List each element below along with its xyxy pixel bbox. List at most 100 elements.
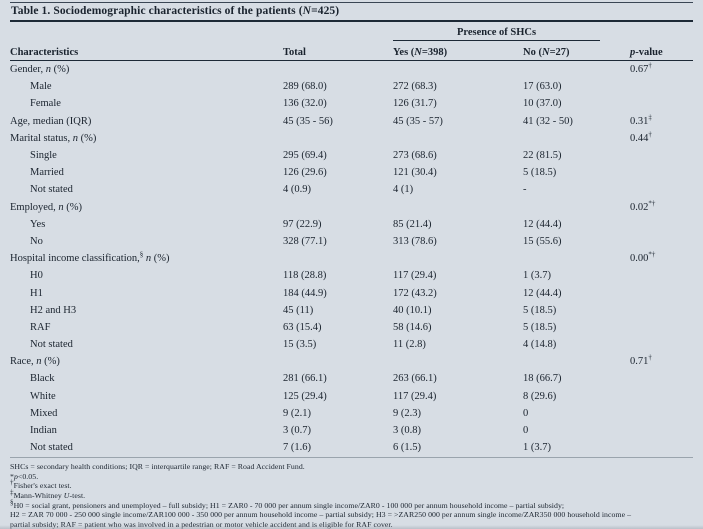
cell-yes: 126 (31.7) [393, 98, 437, 110]
cell-label: Hospital income classification,§ n (%) [10, 250, 170, 265]
cell-no: 5 (18.5) [523, 304, 557, 316]
table-header: Presence of SHCs Characteristics Total Y… [10, 22, 693, 61]
cell-pvalue [630, 78, 693, 95]
cell-total: 118 (28.8) [283, 270, 327, 282]
cell-pvalue [630, 216, 693, 233]
cell-pvalue: 0.44† [630, 130, 652, 144]
top-rule [10, 2, 693, 3]
cell-pvalue [630, 422, 693, 439]
cell-yes: 45 (35 - 57) [393, 115, 443, 127]
cell-pvalue [630, 284, 693, 301]
cell-total: 184 (44.9) [283, 287, 327, 299]
table-row: Single 295 (69.4) 273 (68.6) 22 (81.5) [10, 147, 693, 164]
cell-no: 0 [523, 407, 529, 419]
column-header-total: Total [283, 41, 393, 61]
cell-pvalue [630, 405, 693, 422]
cell-yes [393, 199, 523, 216]
cell-yes: 11 (2.8) [393, 339, 426, 351]
table-row: Not stated 7 (1.6) 6 (1.5) 1 (3.7) [10, 439, 693, 456]
table-row: H2 and H3 45 (11) 40 (10.1) 5 (18.5) [10, 302, 693, 319]
cell-total: 125 (29.4) [283, 390, 327, 402]
cell-pvalue [630, 181, 693, 198]
column-header-yes: Yes (N=398) [393, 41, 523, 61]
footnote-rule [10, 457, 693, 459]
cell-total: 328 (77.1) [283, 235, 327, 247]
cell-no: 5 (18.5) [523, 321, 557, 333]
cell-yes: 117 (29.4) [393, 390, 437, 402]
cell-pvalue [630, 164, 693, 181]
table-row: No 328 (77.1) 313 (78.6) 15 (55.6) [10, 233, 693, 250]
cell-no: 5 (18.5) [523, 167, 557, 179]
cell-no [523, 199, 630, 216]
cell-pvalue [630, 388, 693, 405]
cell-label: Female [30, 98, 61, 110]
cell-label: Male [30, 81, 52, 93]
group-header-spacer-right [630, 22, 693, 41]
cell-total: 45 (35 - 56) [283, 115, 333, 127]
cell-label: Married [30, 167, 64, 179]
cell-no: 41 (32 - 50) [523, 115, 573, 127]
cell-label: Yes [30, 218, 46, 230]
table-row: Female 136 (32.0) 126 (31.7) 10 (37.0) [10, 95, 693, 112]
cell-no: 12 (44.4) [523, 218, 562, 230]
cell-label: Black [30, 373, 55, 385]
cell-yes: 313 (78.6) [393, 235, 437, 247]
cell-no: 15 (55.6) [523, 235, 562, 247]
cell-label: White [30, 390, 56, 402]
cell-total: 45 (11) [283, 304, 314, 316]
cell-total: 63 (15.4) [283, 321, 322, 333]
title-rule [10, 20, 693, 22]
cell-no: 0 [523, 425, 529, 437]
cell-yes: 273 (68.6) [393, 150, 437, 162]
table-row: Not stated 15 (3.5) 11 (2.8) 4 (14.8) [10, 336, 693, 353]
cell-pvalue: 0.71† [630, 353, 652, 368]
cell-yes [393, 250, 523, 267]
table-row: Black 281 (66.1) 263 (66.1) 18 (66.7) [10, 370, 693, 387]
table-row: Indian 3 (0.7) 3 (0.8) 0 [10, 422, 693, 439]
cell-pvalue [630, 370, 693, 387]
cell-total: 9 (2.1) [283, 407, 311, 419]
cell-total [283, 199, 393, 216]
table-row: Yes 97 (22.9) 85 (21.4) 12 (44.4) [10, 216, 693, 233]
cell-label: RAF [30, 321, 51, 333]
cell-yes: 6 (1.5) [393, 442, 421, 454]
table-row: Marital status, n (%) 0.44† [10, 130, 693, 147]
cell-yes [393, 61, 523, 79]
table-row: H1 184 (44.9) 172 (43.2) 12 (44.4) [10, 284, 693, 301]
cell-pvalue: 0.67† [630, 61, 652, 76]
cell-pvalue [630, 95, 693, 112]
cell-label: Not stated [30, 442, 73, 454]
cell-label: Indian [30, 425, 57, 437]
cell-total: 126 (29.6) [283, 167, 327, 179]
table-row: Race, n (%) 0.71† [10, 353, 693, 370]
cell-pvalue: 0.00*† [630, 250, 656, 265]
table-row: Mixed 9 (2.1) 9 (2.3) 0 [10, 405, 693, 422]
cell-no: 12 (44.4) [523, 287, 562, 299]
table-body: Gender, n (%) 0.67† Male 289 (68.0) 272 (68.… [10, 61, 693, 457]
cell-yes: 4 (1) [393, 184, 414, 196]
cell-no [523, 61, 630, 79]
cell-no [523, 130, 630, 147]
table-row: RAF 63 (15.4) 58 (14.6) 5 (18.5) [10, 319, 693, 336]
cell-label: Not stated [30, 184, 73, 196]
cell-label: Race, n (%) [10, 356, 60, 368]
column-header-no: No (N=27) [523, 41, 630, 61]
cell-yes: 117 (29.4) [393, 270, 437, 282]
group-header-label: Presence of SHCs [393, 27, 600, 41]
footnote-line: SHCs = secondary health conditions; IQR … [10, 462, 305, 472]
footnote-line: H2 = ZAR 70 000 - 250 000 single income/… [10, 510, 632, 520]
column-header-characteristics: Characteristics [10, 41, 283, 61]
table-row: Gender, n (%) 0.67† [10, 61, 693, 79]
cell-total [283, 61, 393, 79]
cell-label: Marital status, n (%) [10, 132, 97, 144]
cell-total [283, 130, 393, 147]
cell-pvalue [630, 319, 693, 336]
cell-total: 3 (0.7) [283, 425, 311, 437]
footnote-line: †Fisher's exact test. [10, 478, 72, 491]
table-row: Married 126 (29.6) 121 (30.4) 5 (18.5) [10, 164, 693, 181]
footnote-line: ‡Mann-Whitney U-test. [10, 488, 86, 501]
table-title: Table 1. Sociodemographic characteristic… [11, 5, 340, 17]
cell-total: 281 (66.1) [283, 373, 327, 385]
cell-total: 136 (32.0) [283, 98, 327, 110]
